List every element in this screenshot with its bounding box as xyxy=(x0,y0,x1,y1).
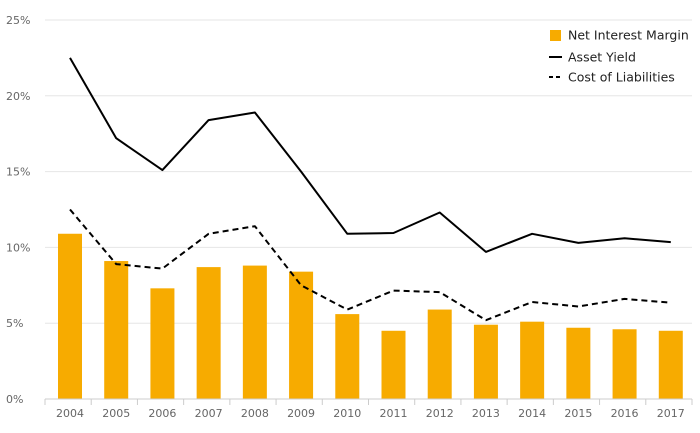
bar xyxy=(473,324,498,399)
bar xyxy=(612,329,637,399)
y-tick-label: 0% xyxy=(6,393,23,406)
bar xyxy=(381,330,406,399)
y-tick-label: 25% xyxy=(6,14,30,27)
legend-label: Cost of Liabilities xyxy=(568,70,675,85)
bar xyxy=(520,321,545,399)
x-tick-label: 2016 xyxy=(611,407,639,420)
asset-yield-line xyxy=(69,57,671,253)
bar xyxy=(566,327,591,399)
x-tick-label: 2008 xyxy=(241,407,269,420)
x-tick-label: 2009 xyxy=(287,407,315,420)
x-tick-label: 2012 xyxy=(426,407,454,420)
legend-swatch xyxy=(550,30,561,41)
bar xyxy=(104,261,129,399)
x-tick-label: 2011 xyxy=(380,407,408,420)
x-tick-label: 2006 xyxy=(148,407,176,420)
bar xyxy=(289,271,314,399)
bar xyxy=(335,314,360,399)
bar-series xyxy=(58,233,683,399)
x-tick-label: 2013 xyxy=(472,407,500,420)
y-tick-label: 5% xyxy=(6,317,23,330)
x-tick-label: 2004 xyxy=(56,407,84,420)
x-tick-label: 2017 xyxy=(657,407,685,420)
x-tick-label: 2007 xyxy=(195,407,223,420)
y-tick-label: 15% xyxy=(6,166,30,179)
cost-of-liabilities-line xyxy=(69,208,671,322)
grid-lines xyxy=(45,19,692,324)
legend: Net Interest Margin Asset Yield Cost of Li… xyxy=(549,28,689,85)
bar xyxy=(658,330,683,399)
x-tick-label: 2005 xyxy=(102,407,130,420)
x-tick-label: 2015 xyxy=(564,407,592,420)
bar xyxy=(427,309,452,399)
legend-label: Asset Yield xyxy=(568,50,636,65)
x-axis: 2004 2005 2006 2007 2008 2009 2010 2011 2012 2013… xyxy=(44,398,693,420)
line-series xyxy=(69,57,671,322)
y-tick-label: 10% xyxy=(6,241,30,254)
bar xyxy=(196,267,221,399)
y-tick-label: 20% xyxy=(6,90,30,103)
x-tick-label: 2010 xyxy=(333,407,361,420)
legend-label: Net Interest Margin xyxy=(568,28,689,43)
bar xyxy=(242,265,267,399)
y-axis: 0% 5% 10% 15% 20% 25% xyxy=(6,14,30,406)
x-tick-label: 2014 xyxy=(518,407,546,420)
bar xyxy=(150,288,175,399)
bar xyxy=(58,233,82,399)
